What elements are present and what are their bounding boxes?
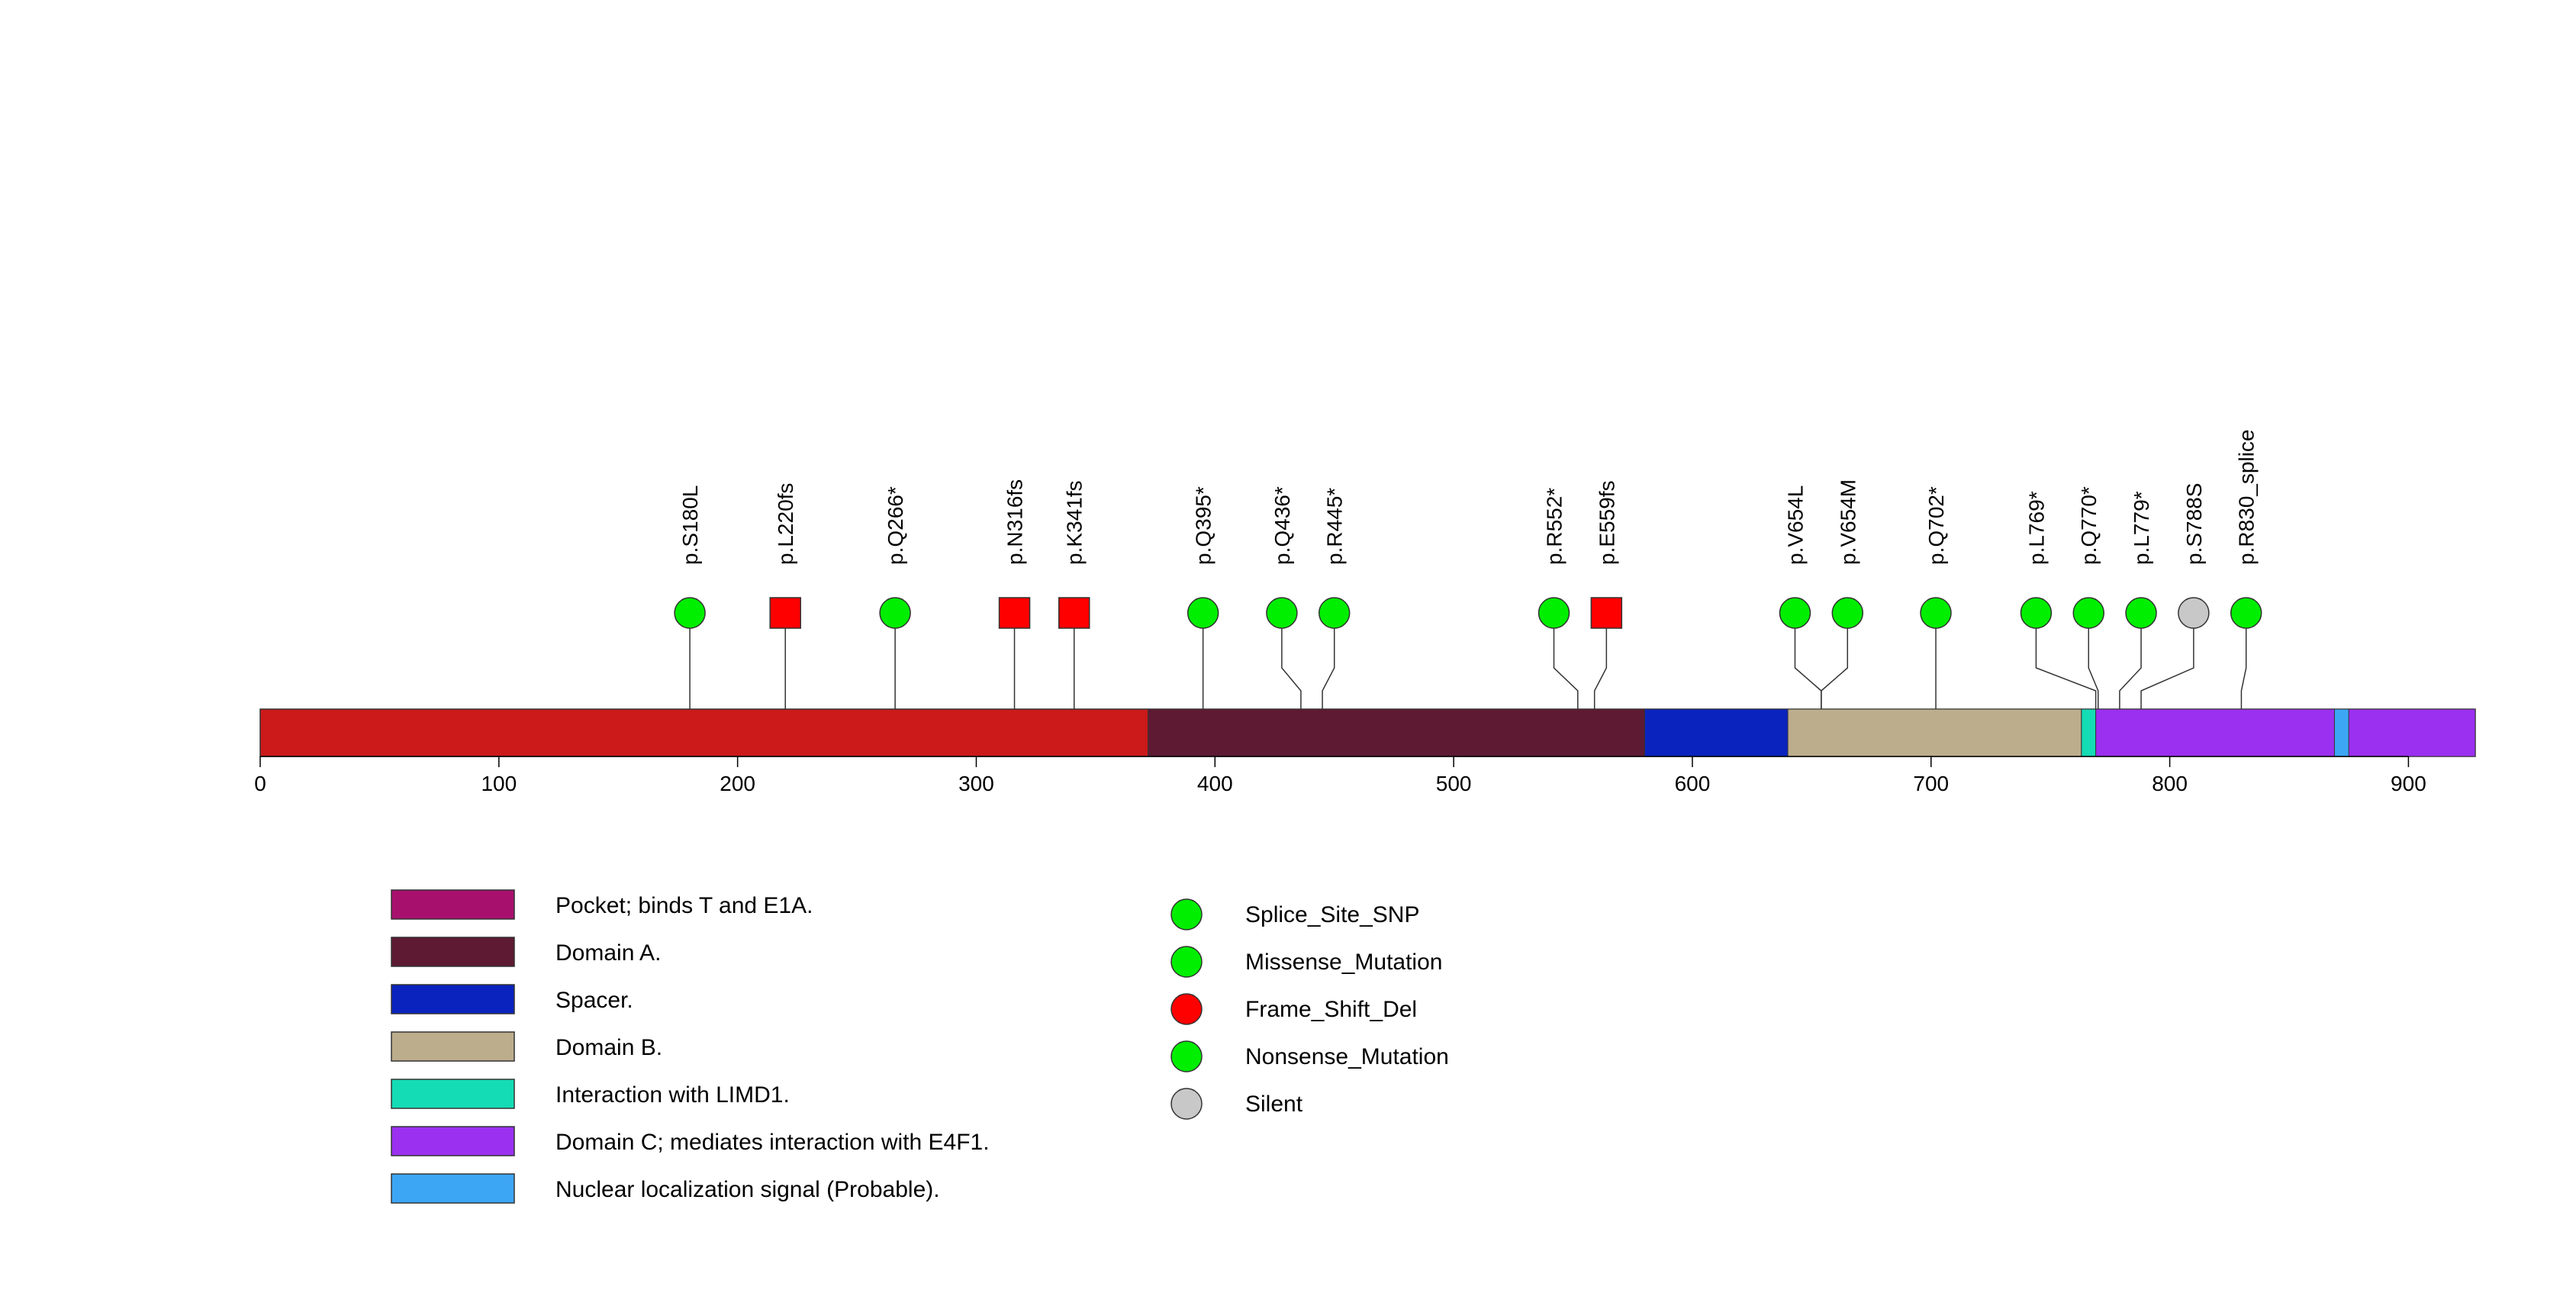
- mutation-p-v654m-label: p.V654M: [1836, 479, 1860, 565]
- mutation-p-s788s-marker: [2178, 597, 2210, 629]
- domain-interaction-with-limd1: [2081, 708, 2097, 757]
- legend-swatch-spacer: [391, 984, 515, 1014]
- mutation-p-e559fs-stem: [1593, 628, 1608, 709]
- mutation-p-l769-stem: [2035, 628, 2097, 709]
- legend-marker-frame-shift-del: [1170, 993, 1203, 1025]
- mutation-p-e559fs-marker: [1590, 597, 1623, 629]
- legend-label-interaction-with-limd1: Interaction with LIMD1.: [555, 1082, 790, 1108]
- domain-nuclear-localization-signal-probable: [2333, 708, 2349, 757]
- mutation-type-legend: Splice_Site_SNP Missense_Mutation Frame_Sh…: [1170, 898, 1449, 1120]
- mutation-markers: [674, 597, 2262, 629]
- x-tick-label-800: 800: [2152, 772, 2188, 795]
- mutation-p-q702-marker: [1920, 597, 1952, 629]
- mutation-p-l779-label: p.L779*: [2130, 491, 2153, 565]
- mutation-p-n316fs-label: p.N316fs: [1003, 479, 1027, 565]
- legend-swatch-domain-b: [391, 1031, 515, 1062]
- mutation-p-s788s-stem: [2140, 628, 2194, 709]
- mutation-p-v654m-marker: [1831, 597, 1864, 629]
- legend-label-domain-c-mediates-interaction-with-e4f1: Domain C; mediates interaction with E4F1…: [555, 1130, 990, 1155]
- mutation-p-v654l-label: p.V654L: [1783, 485, 1807, 565]
- x-tick-label-0: 0: [254, 772, 266, 795]
- mutation-p-r830-splice-marker: [2230, 597, 2262, 629]
- x-tick-label-500: 500: [1436, 772, 1472, 795]
- mutation-p-s180l-marker: [674, 597, 706, 629]
- legend-label-splice-site-snp: Splice_Site_SNP: [1245, 902, 1419, 927]
- legend-label-domain-a: Domain A.: [555, 940, 661, 966]
- mutation-p-l220fs-marker: [769, 597, 801, 629]
- legend-swatch-domain-c-mediates-interaction-with-e4f1: [391, 1126, 515, 1156]
- mutation-p-q266-label: p.Q266*: [884, 486, 907, 565]
- legend-marker-nonsense-mutation: [1170, 1040, 1203, 1072]
- protein-backbone-group: [259, 708, 2476, 757]
- mutation-p-l779-marker: [2125, 597, 2157, 629]
- legend-label-frame-shift-del: Frame_Shift_Del: [1245, 997, 1417, 1022]
- legend-swatch-nuclear-localization-signal-probable: [391, 1173, 515, 1204]
- legend-swatch-domain-a: [391, 937, 515, 967]
- legend-label-missense-mutation: Missense_Mutation: [1245, 950, 1442, 975]
- domain-domain-b: [1787, 708, 2082, 757]
- legend-swatch-interaction-with-limd1: [391, 1079, 515, 1109]
- x-tick-label-300: 300: [958, 772, 994, 795]
- mutation-p-q395-marker: [1187, 597, 1219, 629]
- mutation-labels: p.S180L p.L220fs p.Q266* p.N316fs p.K341fs p.…: [678, 430, 2259, 565]
- mutation-p-r445-marker: [1318, 597, 1351, 629]
- mutation-p-r830-splice-label: p.R830_splice: [2235, 430, 2259, 565]
- x-axis: 0 100 200 300 400 500 600 700 800 900: [254, 756, 2426, 795]
- x-tick-label-100: 100: [481, 772, 517, 795]
- mutation-p-r552-label: p.R552*: [1543, 488, 1567, 565]
- legend-label-domain-b: Domain B.: [555, 1035, 662, 1060]
- mutation-p-q395-label: p.Q395*: [1192, 486, 1216, 565]
- mutation-p-l769-marker: [2020, 597, 2053, 629]
- mutation-p-v654l-marker: [1779, 597, 1811, 629]
- domain-spacer: [1644, 708, 1789, 757]
- mutation-p-v654l-stem: [1794, 628, 1822, 709]
- mutation-p-q770-stem: [2088, 628, 2099, 709]
- legend-label-spacer: Spacer.: [555, 988, 633, 1013]
- mutation-p-r552-marker: [1538, 597, 1570, 629]
- legend-label-silent: Silent: [1245, 1092, 1303, 1117]
- mutation-p-k341fs-marker: [1058, 597, 1090, 629]
- x-tick-label-700: 700: [1913, 772, 1949, 795]
- mutation-p-l220fs-label: p.L220fs: [774, 483, 797, 565]
- domain-legend: Pocket; binds T and E1A. Domain A. Spacer.…: [391, 889, 990, 1204]
- mutation-p-r445-stem: [1322, 628, 1335, 709]
- mutation-p-s788s-label: p.S788S: [2182, 483, 2206, 565]
- mutation-p-s180l-label: p.S180L: [678, 485, 702, 565]
- mutation-p-r830-splice-stem: [2240, 628, 2247, 709]
- domain-domain-c-mediates-interaction-with-e4f1: [2095, 708, 2476, 757]
- mutation-p-v654m-stem: [1821, 628, 1849, 709]
- legend-swatch-pocket-binds-t-and-e1a: [391, 889, 515, 920]
- legend-marker-missense-mutation: [1170, 946, 1203, 978]
- mutation-p-q770-marker: [2072, 597, 2104, 629]
- legend-label-pocket-binds-t-and-e1a: Pocket; binds T and E1A.: [555, 893, 813, 918]
- mutation-p-l779-stem: [2119, 628, 2142, 709]
- mutation-p-q702-label: p.Q702*: [1924, 486, 1948, 565]
- domain-domain-a: [1148, 708, 1645, 757]
- mutation-p-q436-label: p.Q436*: [1270, 486, 1294, 565]
- mutation-p-k341fs-label: p.K341fs: [1063, 480, 1087, 565]
- legend-marker-splice-site-snp: [1170, 898, 1203, 930]
- mutation-p-r552-stem: [1553, 628, 1579, 709]
- mutation-p-r445-label: p.R445*: [1323, 488, 1347, 565]
- x-tick-label-600: 600: [1675, 772, 1711, 795]
- mutation-p-q266-marker: [879, 597, 911, 629]
- mutation-p-q436-stem: [1281, 628, 1302, 709]
- x-tick-label-400: 400: [1197, 772, 1233, 795]
- mutation-p-e559fs-label: p.E559fs: [1595, 480, 1618, 565]
- x-tick-label-900: 900: [2391, 772, 2426, 795]
- x-tick-label-200: 200: [720, 772, 755, 795]
- legend-label-nonsense-mutation: Nonsense_Mutation: [1245, 1044, 1449, 1069]
- mutation-p-n316fs-marker: [998, 597, 1031, 629]
- legend-marker-silent: [1170, 1088, 1203, 1120]
- mutation-p-l769-label: p.L769*: [2024, 491, 2048, 565]
- legend-label-nuclear-localization-signal-probable: Nuclear localization signal (Probable).: [555, 1177, 940, 1202]
- mutation-p-q436-marker: [1266, 597, 1298, 629]
- mutation-p-q770-label: p.Q770*: [2077, 486, 2101, 565]
